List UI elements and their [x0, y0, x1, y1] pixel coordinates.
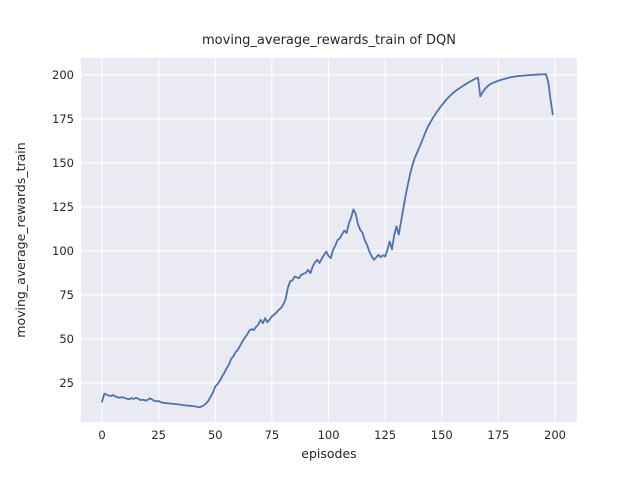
x-tick-label-75: 75 — [264, 428, 280, 442]
y-tick-label-150: 150 — [52, 155, 74, 170]
y-tick-label-50: 50 — [59, 331, 74, 346]
y-tick-label-75: 75 — [59, 287, 74, 302]
x-tick-label-200: 200 — [544, 428, 566, 442]
x-tick-label-175: 175 — [487, 428, 510, 442]
y-axis-label: moving_average_rewards_train — [13, 142, 28, 338]
x-axis-label: episodes — [301, 446, 357, 461]
x-tick-label-150: 150 — [430, 428, 453, 442]
x-tick-label-125: 125 — [374, 428, 397, 442]
x-tick-label-25: 25 — [151, 428, 166, 442]
y-tick-label-125: 125 — [52, 199, 74, 214]
y-tick-label-175: 175 — [52, 111, 74, 126]
x-tick-label-0: 0 — [98, 428, 106, 442]
series-line — [101, 73, 554, 409]
y-tick-label-25: 25 — [59, 375, 74, 390]
y-tick-label-200: 200 — [52, 67, 74, 82]
y-tick-label-100: 100 — [52, 243, 74, 258]
x-tick-label-100: 100 — [317, 428, 340, 442]
plot-area — [81, 58, 577, 422]
chart-title: moving_average_rewards_train of DQN — [202, 33, 456, 48]
x-tick-label-50: 50 — [207, 428, 223, 442]
